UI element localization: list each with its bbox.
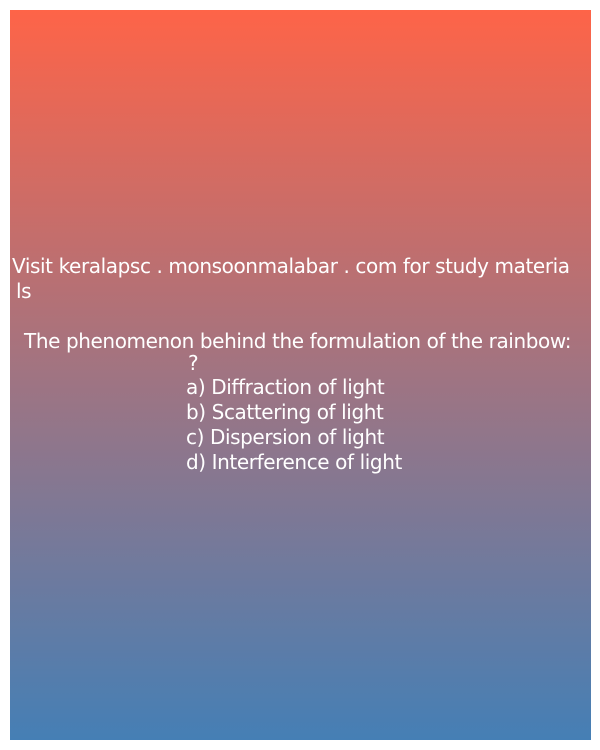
quiz-card: Visit keralapsc . monsoonmalabar . com f…: [10, 10, 591, 740]
question-text: The phenomenon behind the formulation of…: [24, 329, 572, 353]
question-mark: ?: [188, 351, 199, 375]
promo-line-2: ls: [16, 279, 32, 303]
option-b: b) Scattering of light: [186, 400, 384, 424]
option-c: c) Dispersion of light: [186, 425, 385, 449]
promo-text: Visit keralapsc . monsoonmalabar . com f…: [12, 254, 590, 304]
answer-options: a) Diffraction of light b) Scattering of…: [186, 375, 402, 475]
option-d: d) Interference of light: [186, 450, 402, 474]
option-a: a) Diffraction of light: [186, 375, 385, 399]
promo-line-1: Visit keralapsc . monsoonmalabar . com f…: [12, 254, 570, 278]
